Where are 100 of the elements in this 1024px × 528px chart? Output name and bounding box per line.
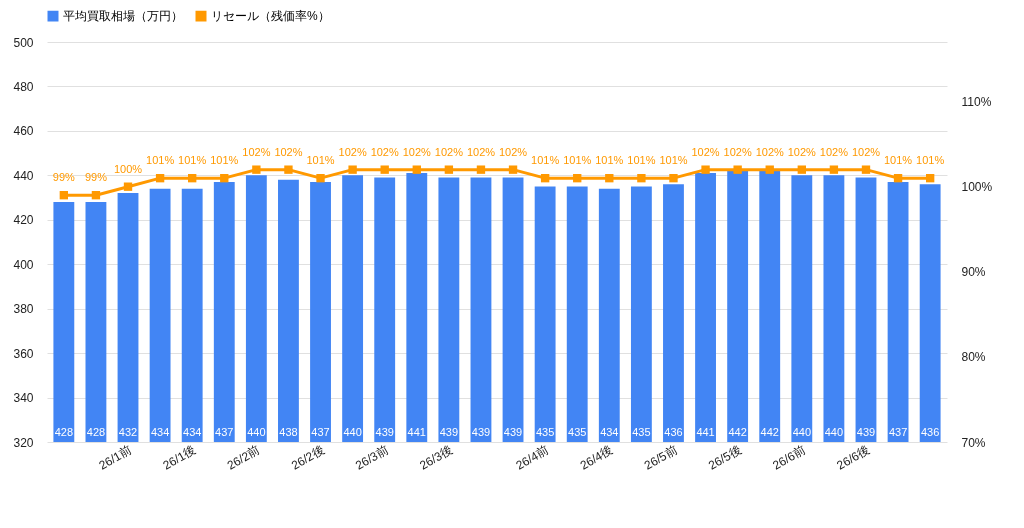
data-label: 436 [920, 426, 940, 438]
data-label: 101% [210, 154, 239, 167]
data-label: 101% [659, 154, 688, 167]
point [91, 191, 101, 200]
point [508, 165, 518, 174]
data-label: 102% [434, 145, 464, 158]
data-label: 101% [627, 154, 656, 167]
data-label: 442 [760, 426, 779, 438]
point [155, 173, 165, 183]
x-tick-label: 26/2後 [288, 442, 327, 473]
x-tick-label: 26/1後 [160, 442, 199, 473]
data-label: 102% [370, 145, 399, 158]
y-tick-label: 500 [13, 35, 34, 50]
x-tick-label: 26/2前 [224, 442, 263, 473]
data-label: 442 [728, 426, 747, 438]
point [444, 165, 454, 174]
point [893, 173, 903, 183]
y-tick-label: 360 [13, 346, 34, 361]
point [605, 173, 614, 183]
point [284, 165, 293, 174]
data-label: 437 [888, 426, 908, 438]
data-label: 99% [84, 171, 108, 184]
y2-tick-label: 100% [961, 180, 993, 195]
data-label: 102% [787, 145, 817, 158]
x-tick-label: 26/5後 [706, 442, 744, 473]
point [733, 165, 742, 174]
data-label: 101% [146, 154, 175, 167]
x-tick-label: 26/1前 [96, 442, 135, 473]
y-tick-label: 400 [13, 257, 34, 272]
y-tick-label: 320 [13, 435, 34, 450]
y-tick-label: 340 [13, 391, 34, 406]
y-tick-label: 460 [13, 124, 34, 139]
data-label: 102% [691, 145, 720, 158]
data-label: 439 [856, 426, 876, 438]
point [765, 165, 774, 174]
point [123, 182, 133, 191]
data-label: 439 [471, 426, 491, 438]
point [669, 173, 678, 183]
data-label: 440 [343, 426, 362, 438]
data-label: 441 [407, 426, 426, 438]
data-label: 435 [535, 426, 555, 438]
data-label: 436 [664, 426, 683, 438]
y2-tick-label: 70% [961, 435, 986, 450]
data-label: 102% [723, 145, 752, 158]
data-label: 102% [338, 145, 367, 158]
y2-tick-label: 90% [961, 265, 986, 280]
data-label: 102% [242, 145, 271, 158]
point [220, 173, 229, 183]
data-label: 101% [306, 154, 335, 167]
data-label: 101% [531, 154, 560, 167]
data-label: 102% [466, 145, 496, 158]
data-label: 439 [503, 426, 523, 438]
point [412, 165, 421, 174]
data-label: 438 [279, 426, 298, 438]
x-tick-label: 26/3前 [353, 442, 391, 473]
data-label: 441 [696, 426, 715, 438]
data-label: 439 [439, 426, 459, 438]
point [925, 173, 935, 183]
data-label: 439 [375, 426, 394, 438]
point [380, 165, 389, 174]
x-tick-label: 26/6後 [834, 442, 872, 473]
data-label: 101% [916, 154, 945, 167]
point [637, 173, 646, 183]
y-tick-label: 420 [13, 213, 34, 228]
data-label: 435 [632, 426, 651, 438]
data-label: 102% [498, 145, 528, 158]
data-label: 99% [52, 171, 76, 184]
x-tick-label: 26/4前 [513, 442, 552, 473]
point [701, 165, 710, 174]
data-label: 435 [568, 426, 587, 438]
point [861, 165, 871, 174]
x-tick-label: 26/4後 [577, 442, 616, 473]
point [540, 173, 550, 183]
y-tick-label: 440 [13, 168, 34, 183]
data-label: 434 [600, 426, 619, 438]
legend-label: 平均買取相場（万円） [63, 9, 183, 24]
data-label: 432 [118, 426, 138, 438]
data-label: 434 [183, 426, 202, 438]
point [476, 165, 486, 174]
y-tick-label: 380 [13, 302, 34, 317]
point [573, 173, 582, 183]
point [252, 165, 261, 174]
point [59, 191, 69, 200]
legend-label: リセール（残価率%） [211, 9, 330, 24]
x-tick-label: 26/3後 [417, 442, 455, 473]
x-tick-label: 26/5前 [641, 442, 680, 473]
point [188, 173, 197, 183]
point [348, 165, 357, 174]
data-label: 440 [247, 426, 266, 438]
data-label: 437 [311, 426, 330, 438]
data-label: 101% [884, 154, 913, 167]
y2-tick-label: 110% [961, 95, 992, 110]
data-label: 102% [851, 145, 881, 158]
point [316, 173, 325, 183]
data-label: 428 [54, 426, 74, 438]
data-label: 102% [819, 145, 849, 158]
y2-tick-label: 80% [961, 350, 986, 365]
data-label: 101% [595, 154, 624, 167]
data-label: 101% [178, 154, 207, 167]
data-label: 434 [150, 426, 170, 438]
